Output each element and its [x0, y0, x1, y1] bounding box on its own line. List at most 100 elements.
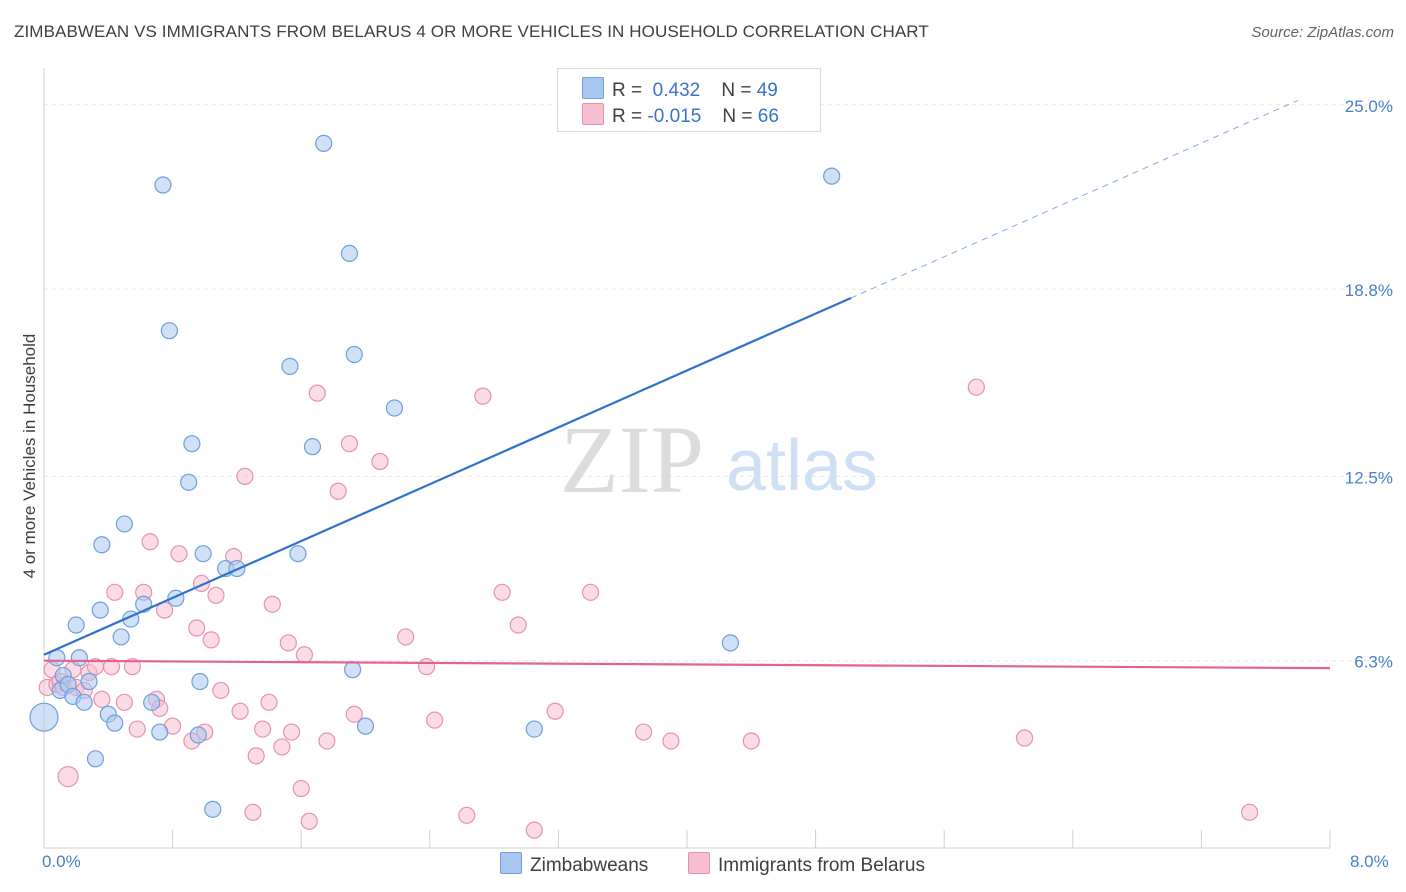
legend-swatch-pink — [582, 103, 604, 125]
y-tick-label: 12.5% — [1345, 468, 1393, 487]
belarus-point — [493, 583, 511, 601]
zimbabwean-point — [86, 750, 105, 768]
stats-legend: R = 0.432 N = 49 R = -0.015 N = 66 — [557, 68, 821, 132]
zimbabwean-point — [93, 536, 111, 554]
belarus-point — [1015, 729, 1034, 747]
trend-lines — [43, 99, 1331, 670]
legend-swatch-blue — [582, 77, 604, 99]
belarus-point — [207, 586, 225, 604]
zimbabwean-point — [70, 649, 88, 667]
legend-row-zimbabweans: R = 0.432 N = 49 — [582, 77, 778, 101]
legend-n-value: 66 — [757, 106, 779, 127]
zimbabwean-point — [91, 601, 109, 619]
legend-n-value: 49 — [756, 80, 778, 101]
belarus-point — [581, 583, 600, 601]
belarus-point — [295, 646, 314, 664]
chart-title: ZIMBABWEAN VS IMMIGRANTS FROM BELARUS 4 … — [14, 22, 929, 41]
zimbabwean-point — [160, 322, 178, 340]
belarus-point — [202, 631, 220, 649]
belarus-trend-line — [43, 659, 1331, 670]
belarus-point — [397, 628, 415, 646]
bottom-legend-belarus[interactable]: Immigrants from Belarus — [688, 852, 925, 877]
belarus-point — [231, 702, 249, 720]
belarus-point — [300, 812, 318, 830]
source-name: ZipAtlas.com — [1307, 24, 1394, 41]
belarus-point — [340, 435, 359, 453]
zimbabwean-point — [356, 717, 375, 735]
zimbabwean-point — [191, 672, 209, 691]
belarus-point — [273, 738, 291, 756]
zimbabwean-point — [67, 616, 85, 634]
zimbabwean-point — [80, 672, 98, 691]
belarus-point — [509, 616, 527, 634]
zimbabwean-point — [204, 800, 222, 818]
belarus-point — [634, 723, 653, 741]
legend-row-belarus: R = -0.015 N = 66 — [582, 103, 779, 127]
zimbabwean-trend-extension — [850, 99, 1299, 299]
belarus-point — [371, 452, 389, 471]
source-credit[interactable]: Source: ZipAtlas.com — [1251, 24, 1394, 41]
belarus-point — [662, 732, 680, 750]
grid-lines — [44, 104, 1395, 662]
zimbabwean-point — [345, 345, 363, 364]
y-axis-label: 4 or more Vehicles in Household — [20, 333, 39, 579]
belarus-point — [308, 384, 326, 402]
zimbabwean-point — [823, 167, 841, 185]
belarus-point — [318, 732, 336, 750]
belarus-point — [254, 720, 272, 738]
legend-r-label: R = — [612, 80, 643, 101]
belarus-point — [123, 658, 142, 676]
zimbabwean-point — [29, 702, 59, 732]
zimbabwean-point — [315, 134, 333, 153]
zimbabwean-point — [344, 661, 362, 679]
belarus-point — [170, 545, 188, 563]
belarus-point — [244, 803, 262, 821]
belarus-point — [1241, 803, 1259, 821]
bottom-legend-zimbabweans[interactable]: Zimbabweans — [500, 852, 648, 877]
zimbabwean-point — [151, 723, 169, 741]
belarus-point — [417, 658, 436, 676]
zimbabwean-point — [525, 720, 543, 738]
x-tick-min: 0.0% — [42, 852, 81, 871]
belarus-point — [426, 711, 444, 729]
zimbabwean-trend-line — [43, 296, 852, 656]
belarus-point — [128, 720, 146, 738]
belarus-point — [212, 681, 230, 700]
belarus-point — [292, 779, 310, 798]
zimbabwean-point — [180, 473, 198, 491]
zimbabwean-point — [281, 357, 299, 375]
belarus-point — [525, 821, 543, 839]
belarus-point — [93, 690, 111, 708]
zimbabwean-point — [75, 693, 93, 711]
zimbabwean-point — [112, 628, 130, 646]
y-tick-label: 18.8% — [1345, 281, 1393, 300]
legend-label: Immigrants from Belarus — [718, 855, 925, 876]
legend-r-value: 0.432 — [652, 80, 701, 101]
legend-r-value: -0.015 — [647, 106, 702, 127]
zimbabwean-point — [115, 515, 133, 533]
belarus-point — [345, 705, 363, 723]
legend-swatch-pink — [688, 852, 710, 874]
belarus-point — [279, 634, 297, 652]
belarus-point — [260, 693, 278, 711]
legend-n-label: N = — [722, 106, 753, 127]
belarus-point — [57, 766, 79, 788]
belarus-point — [115, 693, 133, 711]
belarus-point — [236, 467, 254, 485]
zimbabwean-point — [303, 438, 322, 456]
zimbabwean-point — [143, 693, 161, 711]
zimbabwean-point — [183, 435, 201, 453]
zimbabwean-point — [385, 399, 404, 417]
belarus-point — [141, 533, 159, 551]
belarus-point — [967, 378, 985, 396]
legend-swatch-blue — [500, 852, 522, 874]
x-tick-max: 8.0% — [1350, 852, 1389, 871]
watermark-atlas: atlas — [726, 426, 878, 506]
zimbabwean-point — [340, 244, 359, 263]
watermark-zip: ZIP — [560, 406, 704, 513]
belarus-point — [742, 732, 760, 750]
y-tick-labels: 6.3% 12.5% 18.8% 25.0% — [1345, 97, 1393, 672]
legend-n-label: N = — [721, 80, 752, 101]
source-prefix: Source: — [1251, 24, 1308, 41]
